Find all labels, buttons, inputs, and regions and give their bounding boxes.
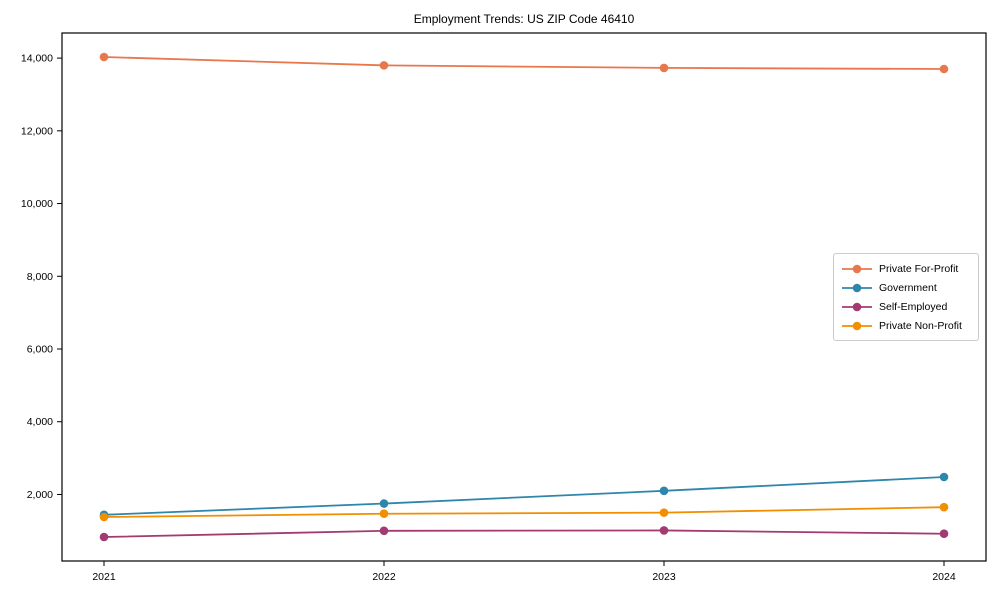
series-line xyxy=(103,476,945,516)
series-line xyxy=(103,56,945,70)
legend-label: Private Non-Profit xyxy=(879,319,962,332)
x-tick-label: 2021 xyxy=(92,571,116,583)
legend-label: Private For-Profit xyxy=(879,262,959,275)
chart-legend: Private For-Profit Government Self-Employe… xyxy=(833,253,979,341)
y-tick-label: 12,000 xyxy=(21,125,53,137)
series-marker xyxy=(379,61,389,70)
series-marker xyxy=(659,63,669,73)
series-marker xyxy=(659,526,669,535)
y-tick-label: 8,000 xyxy=(27,271,53,283)
series-marker xyxy=(939,502,949,512)
legend-item: Government xyxy=(841,278,971,297)
series-marker xyxy=(99,532,109,542)
legend-marker-icon xyxy=(842,321,872,330)
y-tick-label: 10,000 xyxy=(21,198,53,210)
legend-label: Self-Employed xyxy=(879,300,948,313)
x-tick-label: 2023 xyxy=(652,571,676,583)
series-marker xyxy=(939,529,949,539)
y-tick-label: 14,000 xyxy=(21,53,53,65)
legend-label: Government xyxy=(879,281,937,294)
series-marker xyxy=(659,508,669,517)
series-line xyxy=(103,506,945,518)
legend-marker-icon xyxy=(842,283,872,292)
series-marker xyxy=(99,52,109,62)
series-marker xyxy=(99,512,109,522)
series-marker xyxy=(379,509,389,519)
legend-item: Self-Employed xyxy=(841,297,971,316)
series-marker xyxy=(939,472,949,482)
legend-marker-icon xyxy=(842,264,872,273)
y-tick-label: 4,000 xyxy=(27,416,53,428)
y-tick-label: 6,000 xyxy=(27,344,53,356)
series-marker xyxy=(659,486,669,496)
series-marker xyxy=(939,64,949,74)
legend-marker-icon xyxy=(842,302,872,311)
series-line xyxy=(103,529,945,538)
series-marker xyxy=(379,526,389,536)
x-tick-label: 2022 xyxy=(372,571,396,583)
x-tick-label: 2024 xyxy=(932,571,956,583)
legend-item: Private For-Profit xyxy=(841,259,971,278)
series-marker xyxy=(379,499,389,508)
chart-title: Employment Trends: US ZIP Code 46410 xyxy=(413,12,635,26)
legend-item: Private Non-Profit xyxy=(841,316,971,335)
axes-frame xyxy=(61,32,987,562)
y-tick-label: 2,000 xyxy=(27,489,53,501)
